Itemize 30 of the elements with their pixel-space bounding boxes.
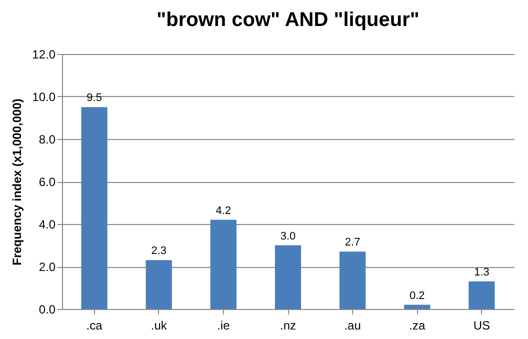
data-label: 2.7: [344, 236, 360, 249]
data-label: 9.5: [86, 92, 102, 104]
y-tick-label: 10.0: [32, 90, 56, 104]
y-tick-label: 0.0: [38, 302, 56, 316]
data-label: 1.3: [474, 266, 490, 278]
x-tick-label: .uk: [150, 318, 168, 332]
y-tick-label: 8.0: [38, 132, 56, 146]
data-label: 4.2: [216, 204, 232, 217]
y-tick-label: 2.0: [38, 260, 56, 274]
data-label: 3.0: [280, 230, 296, 242]
x-tick-label: .ie: [217, 318, 230, 332]
bar: [81, 107, 108, 309]
bar: [274, 245, 302, 309]
bar: [404, 304, 430, 309]
data-label: 2.3: [151, 245, 167, 258]
x-tick-label: US: [473, 318, 490, 332]
x-tick-label: .ca: [86, 318, 103, 332]
y-axis-title: Frequency index (x1,000,000): [10, 98, 24, 266]
x-tick-label: .za: [409, 318, 426, 332]
bar: [339, 252, 366, 309]
bar: [468, 281, 495, 309]
bar: [146, 260, 172, 309]
y-tick-label: 4.0: [38, 218, 56, 232]
chart-title: "brown cow" AND "liqueur": [156, 9, 420, 31]
bar: [210, 220, 237, 309]
y-tick-label: 12.0: [32, 48, 56, 62]
data-label: 0.2: [409, 290, 425, 302]
x-tick-label: .nz: [280, 318, 296, 332]
x-tick-label: .au: [344, 318, 361, 332]
y-tick-label: 6.0: [38, 175, 56, 189]
